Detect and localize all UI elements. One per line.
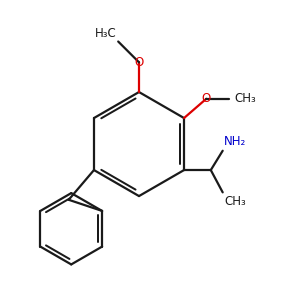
- Text: CH₃: CH₃: [224, 195, 246, 208]
- Text: O: O: [134, 56, 144, 69]
- Text: NH₂: NH₂: [224, 135, 246, 148]
- Text: CH₃: CH₃: [235, 92, 256, 105]
- Text: O: O: [202, 92, 211, 105]
- Text: H₃C: H₃C: [95, 27, 117, 40]
